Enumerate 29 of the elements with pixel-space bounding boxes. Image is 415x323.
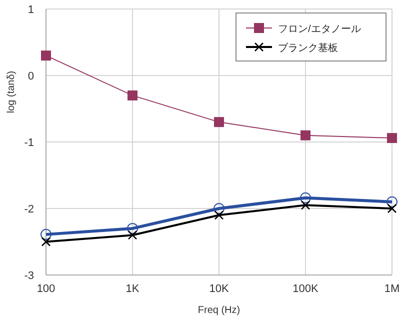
- x-tick-label: 100: [36, 283, 56, 295]
- y-axis-title: log (tanδ): [6, 70, 17, 114]
- x-tick-label: 1M: [384, 283, 400, 295]
- legend-label: フロン/エタノール: [278, 24, 361, 35]
- y-tick-label: 1: [28, 4, 34, 16]
- point: [41, 237, 51, 246]
- point: [300, 200, 310, 210]
- point: [387, 204, 397, 214]
- point: [214, 203, 224, 214]
- y-tick-label: -1: [24, 137, 34, 149]
- y-tick-label: -2: [24, 204, 34, 216]
- y-tick-label: 0: [28, 70, 34, 82]
- point: [387, 133, 397, 144]
- point: [128, 90, 138, 100]
- x-tick-label: 1K: [126, 283, 140, 295]
- point: [300, 130, 310, 140]
- x-tick-label: 10K: [209, 283, 230, 295]
- point: [214, 117, 224, 128]
- point: [127, 222, 138, 234]
- point: [386, 196, 398, 208]
- point: [40, 228, 52, 240]
- point: [41, 50, 51, 61]
- legend-label: ブランク基板: [278, 42, 338, 54]
- x-axis-title: Freq (Hz): [198, 305, 240, 316]
- point: [300, 192, 311, 204]
- x-tick-label: 100K: [292, 283, 319, 295]
- y-tick-label: -3: [24, 270, 34, 282]
- point: [214, 210, 224, 220]
- point: [128, 230, 138, 240]
